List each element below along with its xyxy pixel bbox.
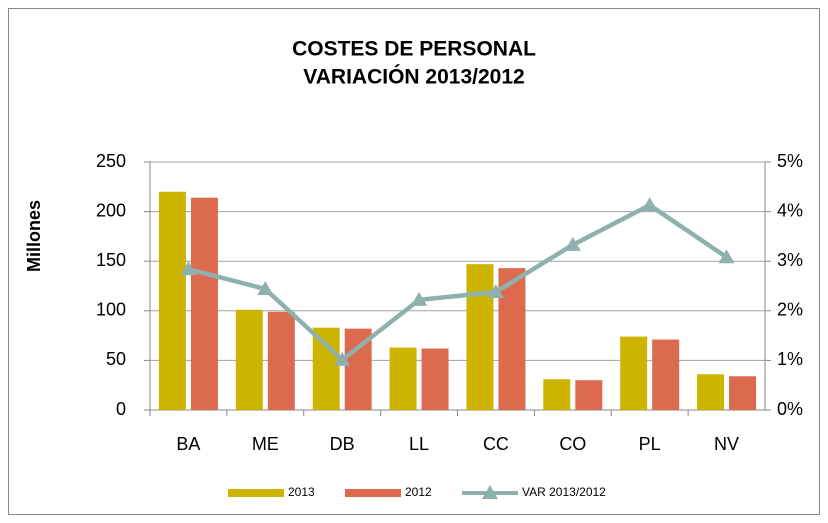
marker	[180, 261, 197, 276]
legend-label: VAR 2013/2012	[522, 485, 606, 499]
bar	[652, 339, 680, 410]
marker	[564, 236, 581, 251]
y2-tick-label: 4%	[777, 200, 803, 220]
x-tick-label: BA	[176, 434, 200, 454]
chart-title: COSTES DE PERSONAL	[292, 38, 536, 61]
marker	[257, 280, 274, 295]
bar	[575, 380, 603, 410]
x-tick-label: DB	[330, 434, 355, 454]
y-tick-label: 250	[96, 151, 126, 171]
bar	[729, 376, 757, 410]
bar	[697, 374, 725, 410]
y-axis-label: Millones	[24, 200, 44, 272]
x-tick-label: ME	[252, 434, 279, 454]
legend-swatch	[228, 489, 284, 497]
legend-swatch	[345, 489, 401, 497]
y-tick-label: 200	[96, 200, 126, 220]
x-tick-label: CO	[559, 434, 586, 454]
x-tick-label: NV	[714, 434, 739, 454]
y-tick-label: 50	[106, 349, 126, 369]
x-tick-label: PL	[639, 434, 661, 454]
bar	[158, 191, 186, 410]
y2-tick-label: 2%	[777, 300, 803, 320]
bar	[389, 347, 417, 410]
bar	[312, 327, 340, 410]
marker	[718, 249, 735, 264]
y-tick-label: 0	[116, 399, 126, 419]
x-tick-label: LL	[409, 434, 429, 454]
y2-tick-label: 5%	[777, 151, 803, 171]
bar	[421, 348, 449, 410]
bar	[267, 311, 295, 410]
y-tick-label: 150	[96, 250, 126, 270]
marker	[411, 291, 428, 306]
chart-title: VARIACIÓN 2013/2012	[303, 65, 524, 89]
y-tick-label: 100	[96, 300, 126, 320]
marker	[641, 197, 658, 212]
bar	[466, 264, 494, 410]
bar	[190, 197, 218, 410]
legend-label: 2013	[288, 485, 315, 499]
marker	[487, 283, 504, 298]
bar	[620, 336, 648, 410]
y2-tick-label: 3%	[777, 250, 803, 270]
y2-tick-label: 1%	[777, 349, 803, 369]
line	[187, 202, 728, 363]
x-tick-label: CC	[483, 434, 509, 454]
y2-tick-label: 0%	[777, 399, 803, 419]
legend-label: 2012	[405, 485, 432, 499]
marker	[482, 485, 498, 499]
bar	[498, 268, 526, 410]
marker	[334, 351, 351, 366]
bar	[235, 309, 263, 410]
bar	[543, 379, 571, 410]
